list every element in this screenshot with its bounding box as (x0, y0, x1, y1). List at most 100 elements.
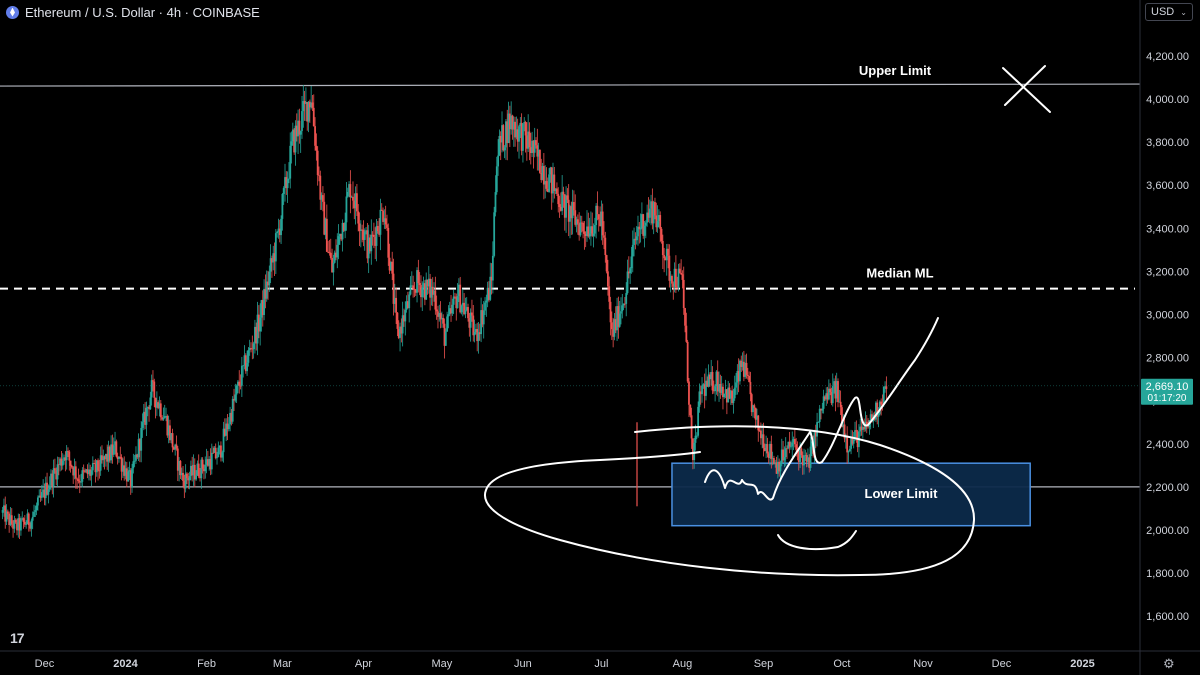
candle-body (81, 470, 84, 482)
candle-body (22, 518, 25, 522)
candle-body (297, 120, 299, 137)
annotation-line-upper-limit[interactable] (0, 83, 1141, 87)
candle-body (575, 219, 578, 225)
price-tick-label: 3,400.00 (1146, 223, 1189, 235)
price-tick-label: 3,200.00 (1146, 266, 1189, 278)
candle-body (652, 202, 655, 224)
current-price-tag[interactable] (1141, 378, 1193, 405)
candle-body (810, 441, 813, 447)
time-tick-label: Jun (514, 658, 532, 670)
candle-body (289, 145, 292, 179)
candle-body (87, 469, 90, 475)
candle-body (382, 210, 384, 222)
candle-body (838, 401, 841, 403)
candle-body (161, 417, 164, 420)
demand-zone-box[interactable] (671, 462, 1031, 527)
candle-body (574, 210, 577, 225)
candle-body (9, 515, 12, 525)
candle-body (350, 196, 353, 198)
candle-body (60, 458, 63, 466)
candle-body (497, 155, 499, 167)
candle-body (227, 424, 230, 430)
candle-body (34, 510, 37, 512)
tradingview-logo[interactable]: 17 (10, 630, 25, 646)
candle-body (570, 206, 573, 219)
candle-body (835, 381, 838, 399)
candle-body (550, 167, 553, 194)
currency-selector[interactable]: USD ⌄ (1145, 3, 1193, 21)
candle-body (637, 226, 639, 237)
candle-body (880, 401, 883, 405)
candle-body (742, 361, 745, 377)
candle-body (731, 390, 734, 404)
candle-body (150, 380, 153, 398)
candle-body (433, 290, 435, 295)
candle-body (839, 401, 842, 408)
candle-body (474, 328, 477, 333)
candle-body (399, 326, 401, 338)
candle-body (107, 446, 110, 462)
candle-body (562, 191, 565, 195)
gear-icon[interactable]: ⚙ (1163, 656, 1175, 671)
symbol-title[interactable]: Ethereum / U.S. Dollar · 4h · COINBASE (25, 4, 260, 20)
candle-body (47, 489, 50, 495)
candle-body (579, 222, 582, 236)
candle-body (141, 422, 144, 428)
candle-body (20, 519, 22, 531)
candle-body (663, 255, 666, 259)
candle-body (344, 222, 347, 231)
candle-body (324, 218, 327, 235)
candle-body (115, 441, 118, 457)
candle-body (68, 451, 71, 461)
time-tick-label: 2024 (113, 658, 138, 670)
candle-body (605, 255, 608, 272)
candle-body (362, 229, 365, 240)
candle-body (375, 225, 378, 246)
candle-body (507, 113, 510, 143)
candle-body (400, 326, 403, 334)
candle-body (618, 313, 621, 327)
candle-body (106, 453, 109, 462)
candle-body (776, 461, 779, 474)
candle-body (865, 421, 868, 426)
candle-body (1, 509, 4, 513)
candle-body (274, 233, 277, 262)
candle-body (235, 385, 238, 395)
candle-body (621, 305, 624, 312)
candle-body (848, 448, 851, 452)
candle-body (46, 482, 48, 495)
currency-value: USD (1151, 6, 1175, 18)
candle-body (620, 311, 622, 314)
candle-body (535, 140, 537, 146)
candle-body (451, 304, 454, 314)
candle-body (485, 300, 488, 303)
candle-body (769, 443, 771, 458)
candle-body (566, 195, 569, 200)
candle-body (39, 495, 42, 498)
candle-body (192, 464, 195, 476)
candle-body (291, 129, 294, 142)
candle-body (319, 175, 322, 200)
candle-body (661, 240, 664, 256)
candle-body (78, 481, 81, 483)
candle-body (293, 129, 296, 153)
candle-body (719, 384, 722, 393)
price-tick-label: 3,600.00 (1146, 180, 1189, 192)
candle-body (306, 101, 309, 122)
candle-body (757, 415, 760, 431)
candle-body (217, 447, 220, 458)
candle-body (175, 444, 178, 449)
candle-body (635, 236, 638, 241)
candle-body (882, 386, 885, 405)
candle-body (481, 310, 484, 325)
candle-body (467, 307, 469, 319)
candle-body (327, 251, 330, 253)
candle-body (693, 442, 696, 461)
candle-body (714, 386, 717, 392)
candle-body (703, 384, 706, 396)
candle-body (425, 279, 428, 300)
candle-body (612, 329, 615, 337)
time-tick-label: Feb (197, 658, 216, 670)
candle-body (698, 391, 701, 407)
